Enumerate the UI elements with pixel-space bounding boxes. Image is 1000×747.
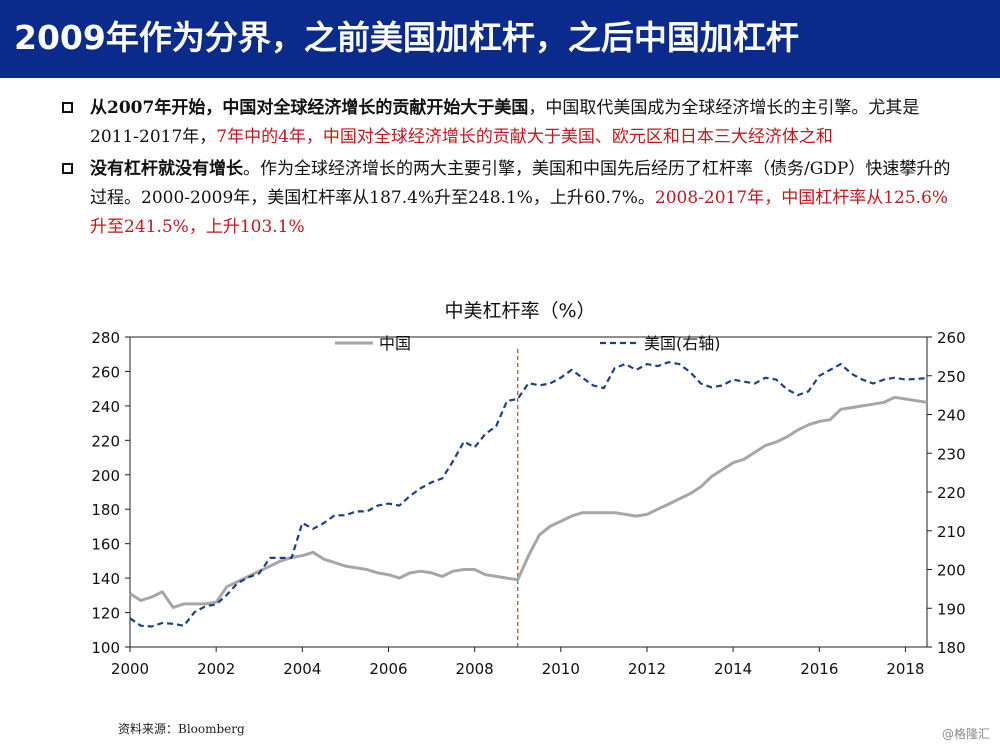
x-tick-label: 2018 [886,660,924,678]
plot-frame [129,336,928,648]
y-right-tick-label: 220 [937,484,966,502]
y-left-tick-label: 260 [91,363,120,381]
bullet-item-1: 从2007年开始，中国对全球经济增长的贡献开始大于美国，中国取代美国成为全球经济… [62,94,962,152]
y-left-tick-label: 180 [91,501,120,519]
source-note: 资料来源：Bloomberg [118,722,245,736]
watermark: @格隆汇 [942,727,991,741]
y-right-tick-label: 260 [937,329,966,347]
bullet-1-bold: 从2007年开始，中国对全球经济增长的贡献开始大于美国 [90,98,529,118]
legend-label-0: 中国 [379,334,411,353]
page-title: 2009年作为分界，之前美国加杠杆，之后中国加杠杆 [14,18,799,57]
checkbox-bullet-icon [62,163,73,174]
x-tick-label: 2000 [111,660,149,678]
x-tick-label: 2016 [800,660,838,678]
y-right-tick-label: 230 [937,445,966,463]
y-left-tick-label: 200 [91,467,120,485]
y-left-tick-label: 100 [91,639,120,657]
y-right-tick-label: 180 [937,639,966,657]
x-tick-label: 2014 [714,660,752,678]
y-right-tick-label: 210 [937,523,966,541]
y-left-tick-label: 280 [91,329,120,347]
chart-title: 中美杠杆率（%） [444,300,595,322]
bullet-item-2: 没有杠杆就没有增长。作为全球经济增长的两大主要引擎，美国和中国先后经历了杠杆率（… [62,155,962,242]
x-tick-label: 2004 [283,660,321,678]
bullet-list: 从2007年开始，中国对全球经济增长的贡献开始大于美国，中国取代美国成为全球经济… [62,94,962,245]
legend-label-1: 美国(右轴) [644,334,721,353]
y-left-tick-label: 140 [91,570,120,588]
chart-container: 中美杠杆率（%） 100 120 140 160 180 200 220 240 260 280 1… [80,295,980,695]
x-tick-label: 2012 [628,660,666,678]
x-tick-label: 2008 [456,660,494,678]
bullet-2-highlight: 2008-2017年，中国杠杆率从125.6%升至241.5%，上升103.1% [90,188,949,237]
y-left-tick-label: 160 [91,536,120,554]
y-right-tick-label: 250 [937,368,966,386]
y-left-tick-label: 220 [91,432,120,450]
leverage-chart: 中美杠杆率（%） 100 120 140 160 180 200 220 240 260 280 1… [91,300,966,678]
bullet-1-text: ，中国取代美国成为全球经济增长的主引擎。尤其是2011-2017年， [90,98,920,147]
x-tick-label: 2006 [369,660,407,678]
bullet-1-highlight: 7年中的4年，中国对全球经济增长的贡献大于美国、欧元区和日本三大经济体之和 [216,127,833,147]
checkbox-bullet-icon [62,102,73,113]
y-left-tick-label: 120 [91,605,120,623]
y-right-tick-label: 240 [937,407,966,425]
series-line-0 [129,395,928,609]
y-right-tick-label: 200 [937,562,966,580]
title-bar: 2009年作为分界，之前美国加杠杆，之后中国加杠杆 [0,0,1000,78]
y-left-tick-label: 240 [91,398,120,416]
series-line-1 [129,361,928,628]
bullet-2-bold: 没有杠杆就没有增长 [90,159,243,179]
y-right-tick-label: 190 [937,600,966,618]
x-tick-label: 2002 [197,660,235,678]
bullet-2-text: 。作为全球经济增长的两大主要引擎，美国和中国先后经历了杠杆率（债务/GDP）快速… [90,159,951,208]
x-tick-label: 2010 [542,660,580,678]
